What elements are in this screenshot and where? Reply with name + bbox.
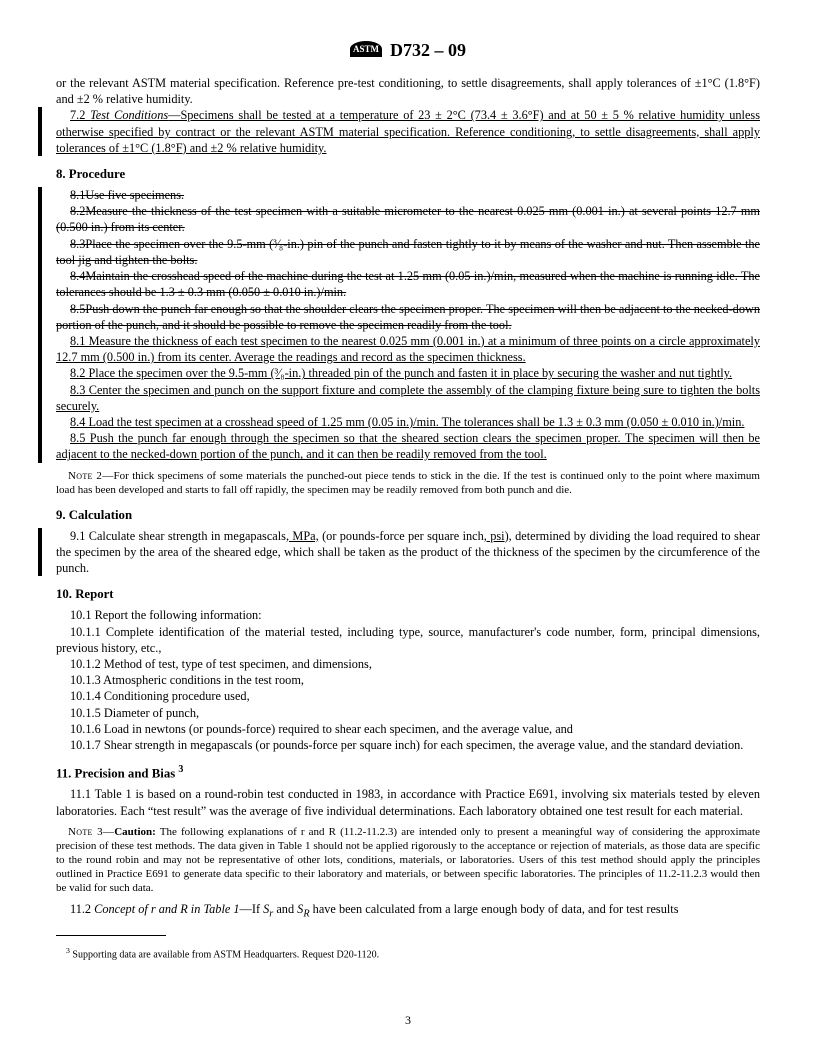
del-8-2: 8.2Measure the thickness of the test spe… [56,203,760,235]
p11-1: 11.1 Table 1 is based on a round-robin t… [56,786,760,818]
p10-1-4: 10.1.4 Conditioning procedure used, [56,688,760,704]
p7-2: 7.2 Test Conditions—Specimens shall be t… [56,107,760,156]
doc-header: ASTM D732 – 09 [56,40,760,61]
p8-4: 8.4 Load the test specimen at a crosshea… [56,414,760,430]
p10-1-1: 10.1.1 Complete identification of the ma… [56,624,760,656]
p11-2: 11.2 Concept of r and R in Table 1—If Sr… [56,901,760,921]
p8-2: 8.2 Place the specimen over the 9.5-mm (… [56,365,760,381]
p10-1: 10.1 Report the following information: [56,607,760,623]
p8-5: 8.5 Push the punch far enough through th… [56,430,760,462]
doc-id: D732 – 09 [390,40,466,61]
p10-1-2: 10.1.2 Method of test, type of test spec… [56,656,760,672]
section-11: 11. Precision and Bias 3 [56,763,760,782]
del-8-5: 8.5Push down the punch far enough so tha… [56,301,760,333]
del-8-3: 8.3Place the specimen over the 9.5-mm (³… [56,236,760,268]
note-3: Note 3—Caution: The following explanatio… [56,825,760,895]
astm-logo-icon: ASTM [350,41,382,57]
page-number: 3 [0,1013,816,1028]
p8-1: 8.1 Measure the thickness of each test s… [56,333,760,365]
del-8-4: 8.4Maintain the crosshead speed of the m… [56,268,760,300]
section-10: 10. Report [56,586,760,603]
p8-3: 8.3 Center the specimen and punch on the… [56,382,760,414]
del-8-1: 8.1Use five specimens. [56,187,760,203]
p10-1-7: 10.1.7 Shear strength in megapascals (or… [56,737,760,753]
note-2: Note 2—For thick specimens of some mater… [56,469,760,497]
p10-1-5: 10.1.5 Diameter of punch, [56,705,760,721]
footnote-rule [56,935,166,936]
p9-1: 9.1 Calculate shear strength in megapasc… [56,528,760,577]
p10-1-6: 10.1.6 Load in newtons (or pounds-force)… [56,721,760,737]
section-8: 8. Procedure [56,166,760,183]
p10-1-3: 10.1.3 Atmospheric conditions in the tes… [56,672,760,688]
footnote-3: 3 Supporting data are available from AST… [56,946,760,961]
section-9: 9. Calculation [56,507,760,524]
p7-tail: or the relevant ASTM material specificat… [56,75,760,107]
